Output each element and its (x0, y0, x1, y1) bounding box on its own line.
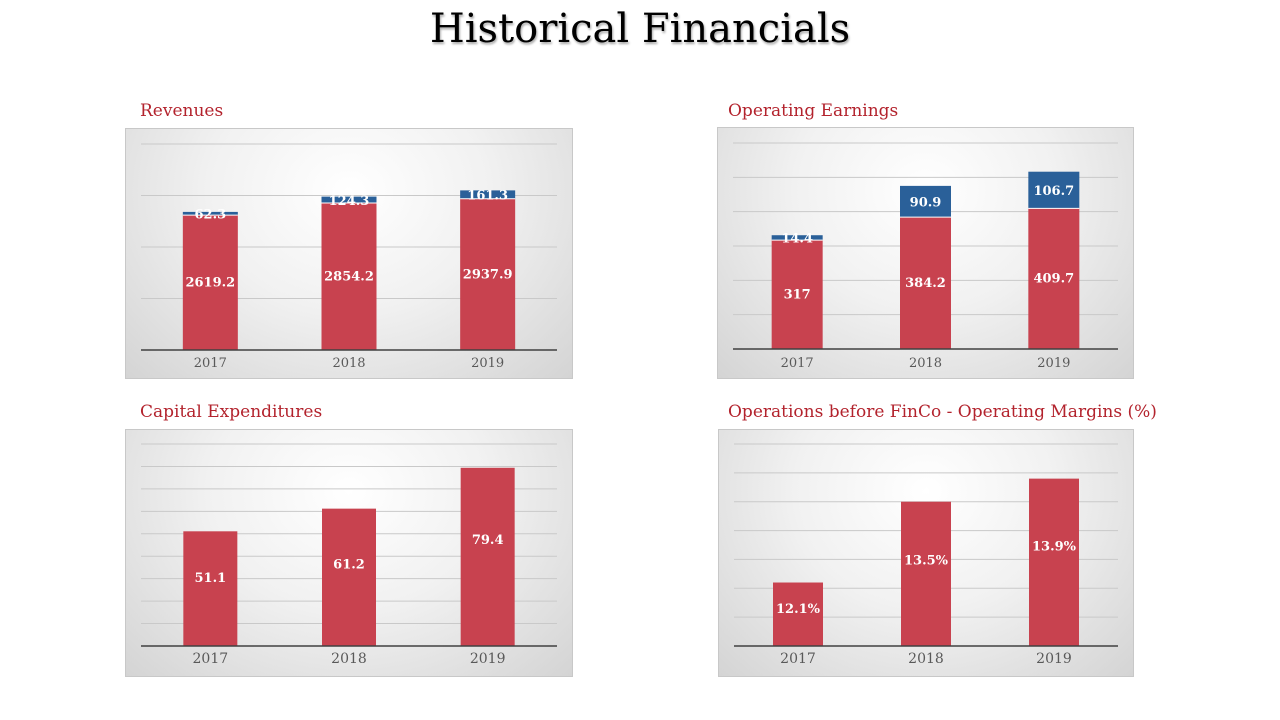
data-label-2019-series-2: 106.7 (1033, 184, 1074, 199)
chart-capital-expenditures: 51.1 2017 61.2 2018 79.4 2019 (141, 443, 557, 667)
bar-2017-series-1 (773, 582, 823, 646)
bar-2019-series-2 (1028, 171, 1080, 209)
x-tick-label-2018: 2018 (909, 356, 942, 371)
bar-2017-series-2 (771, 235, 823, 241)
x-tick-label-2019: 2019 (1037, 356, 1070, 371)
x-tick-label-2017: 2017 (780, 651, 816, 667)
bar-2018-series-2 (321, 196, 377, 204)
x-tick-label-2017: 2017 (194, 356, 227, 371)
data-label-2017-series-1: 317 (784, 288, 811, 303)
data-label-2018-series-1: 13.5% (904, 553, 949, 568)
data-label-2017-series-2: 14.4 (781, 232, 813, 247)
data-label-2019-series-1: 2937.9 (463, 267, 513, 282)
chart-panel-operating-margins: 12.1% 2017 13.5% 2018 13.9% 2019 (718, 429, 1134, 677)
bar-2019-series-1 (1028, 208, 1080, 349)
chart-panel-capital-expenditures: 51.1 2017 61.2 2018 79.4 2019 (125, 429, 573, 677)
page-title: Historical Financials (429, 6, 851, 52)
bar-2019-series-1 (460, 198, 516, 350)
bar-2018-series-1 (322, 508, 376, 646)
data-label-2017-series-2: 62.3 (194, 208, 226, 223)
data-label-2019-series-1: 79.4 (472, 533, 504, 548)
bar-2018-series-1 (901, 501, 951, 646)
x-tick-label-2019: 2019 (1036, 651, 1072, 667)
data-label-2018-series-1: 61.2 (333, 558, 365, 573)
x-tick-label-2017: 2017 (781, 356, 814, 371)
data-label-2018-series-2: 90.9 (910, 195, 942, 210)
bar-2018-series-2 (900, 185, 951, 218)
bar-2017-series-1 (771, 240, 823, 349)
bar-2017-series-1 (182, 215, 238, 350)
data-label-2019-series-2: 161.3 (467, 189, 508, 204)
bar-2019-series-2 (460, 190, 516, 199)
chart-title-revenues: Revenues (140, 101, 224, 121)
data-label-2018-series-2: 124.3 (329, 194, 370, 209)
data-label-2019-series-1: 409.7 (1033, 272, 1074, 287)
x-tick-label-2018: 2018 (332, 356, 365, 371)
x-tick-label-2019: 2019 (470, 651, 506, 667)
bar-2019-series-1 (460, 467, 515, 646)
x-tick-label-2017: 2017 (193, 651, 229, 667)
bar-2019-series-1 (1029, 478, 1079, 646)
x-tick-label-2018: 2018 (331, 651, 367, 667)
bar-2017-series-2 (182, 211, 238, 216)
x-tick-label-2018: 2018 (908, 651, 944, 667)
data-label-2018-series-1: 2854.2 (324, 270, 374, 285)
chart-operating-earnings: 317 14.4 2017 384.2 90.9 2018 409.7 106.7 2019 (733, 142, 1118, 371)
chart-panel-revenues: 2619.2 62.3 2017 2854.2 124.3 2018 2937.9 161.3… (125, 128, 573, 379)
bar-2017-series-1 (183, 531, 238, 646)
chart-title-operating-earnings: Operating Earnings (728, 101, 899, 121)
data-label-2017-series-1: 2619.2 (185, 276, 235, 291)
x-tick-label-2019: 2019 (471, 356, 504, 371)
chart-title-operating-margins: Operations before FinCo - Operating Marg… (728, 402, 1157, 422)
data-label-2017-series-1: 51.1 (194, 571, 226, 586)
data-label-2019-series-1: 13.9% (1032, 540, 1077, 555)
chart-operating-margins: 12.1% 2017 13.5% 2018 13.9% 2019 (734, 443, 1118, 667)
chart-title-capital-expenditures: Capital Expenditures (140, 402, 323, 422)
data-label-2018-series-1: 384.2 (905, 276, 946, 291)
chart-revenues: 2619.2 62.3 2017 2854.2 124.3 2018 2937.9 161.3… (141, 143, 557, 371)
bar-2018-series-1 (321, 203, 377, 350)
chart-panel-operating-earnings: 317 14.4 2017 384.2 90.9 2018 409.7 106.7 2019 (717, 127, 1134, 379)
data-label-2017-series-1: 12.1% (776, 602, 821, 617)
bar-2018-series-1 (900, 217, 951, 349)
